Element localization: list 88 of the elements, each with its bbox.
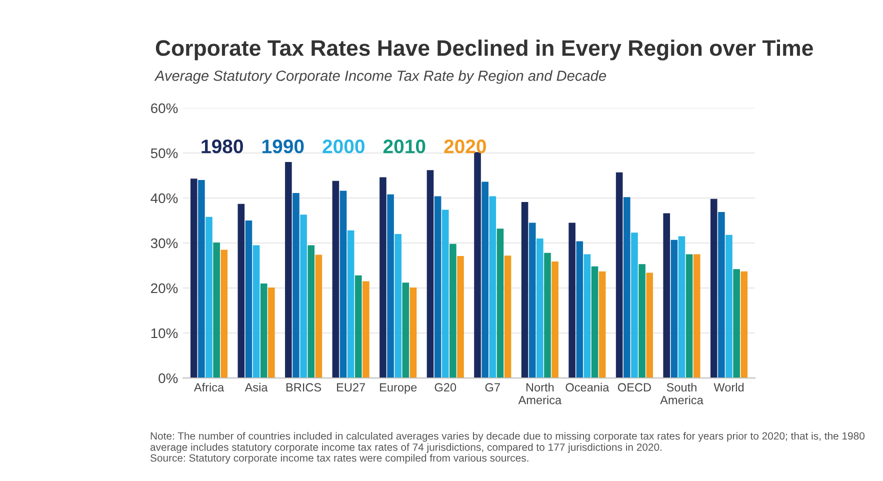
- bar: [631, 232, 638, 378]
- x-tick-label: G20: [434, 383, 456, 392]
- bar: [292, 193, 300, 378]
- bar: [616, 172, 623, 378]
- bar: [426, 170, 434, 378]
- bar: [245, 220, 252, 378]
- bar: [584, 254, 591, 378]
- bar: [521, 202, 528, 378]
- x-tick-label: BRICS: [286, 383, 322, 392]
- bar: [238, 204, 245, 378]
- source-note: Source: Statutory corporate income tax rates were compiled from various sources.: [150, 454, 528, 464]
- x-tick-label: Oceania: [566, 382, 610, 392]
- text: 2020: [444, 140, 486, 154]
- bar: [544, 252, 551, 378]
- bar: [638, 264, 646, 378]
- x-tick-label: G7: [485, 383, 500, 392]
- bar: [504, 256, 512, 378]
- y-tick-label: 30%: [150, 238, 178, 248]
- bar: [598, 271, 606, 378]
- bar: [387, 194, 394, 378]
- bar: [482, 182, 488, 378]
- bar: [686, 254, 693, 378]
- bar: [576, 241, 584, 378]
- y-tick-label: 60%: [151, 103, 178, 114]
- bar: [733, 269, 740, 378]
- bar: [252, 245, 260, 378]
- bar: [332, 180, 340, 378]
- bar: [260, 284, 268, 378]
- bar: [198, 180, 205, 378]
- bar: [315, 254, 322, 378]
- bar: [340, 190, 347, 378]
- bar: [536, 238, 544, 378]
- x-tick-label: South America: [660, 382, 704, 404]
- bar: [394, 234, 402, 378]
- bar: [740, 271, 748, 378]
- x-tick-label: Africa: [194, 382, 224, 392]
- text: Note: The number of countries included in calculated averages varies by decade due to missing corporate tax rates for years prior to 2020; that is, the 1980 average includes statutory corporate income tax rates of 74 jurisdictions, compared to 177 jurisdictions in 2020.: [150, 432, 865, 453]
- bar: [496, 228, 504, 378]
- y-tick-label: 50%: [150, 148, 178, 158]
- x-tick-label: OECD: [618, 383, 651, 392]
- bar: [646, 272, 653, 378]
- x-tick-label: Europe: [380, 383, 417, 394]
- bar: [410, 288, 417, 378]
- bar: [623, 197, 630, 378]
- chart-title: Corporate Tax Rates Have Declined in Every Region over Time: [156, 40, 813, 60]
- x-tick-label: World: [714, 382, 744, 392]
- bar: [354, 275, 362, 378]
- text: 2000: [322, 140, 364, 154]
- bar: [568, 222, 576, 378]
- bar: [206, 216, 212, 378]
- series-label: 1980: [202, 140, 243, 154]
- bar: [220, 250, 228, 378]
- y-tick-label: 10%: [151, 328, 178, 338]
- text: 2010: [383, 140, 426, 154]
- bar: [591, 266, 598, 378]
- bar: [663, 213, 670, 378]
- bar: [528, 222, 536, 378]
- bar: [285, 162, 292, 378]
- bar: [308, 245, 315, 378]
- bar: [442, 210, 449, 378]
- bar: [213, 242, 220, 378]
- bar: [457, 256, 464, 378]
- bar: [347, 230, 354, 378]
- y-tick-label: 20%: [151, 283, 178, 294]
- bar: [450, 244, 456, 378]
- bar: [726, 234, 732, 378]
- bar: [710, 198, 718, 378]
- chart-subtitle: Average Statutory Corporate Income Tax Rate by Region and Decade: [154, 70, 606, 84]
- bar: [474, 152, 481, 378]
- bar: [678, 236, 686, 378]
- y-tick-label: 0%: [158, 373, 178, 384]
- bar: [362, 281, 370, 378]
- bar: [693, 254, 700, 378]
- bar: [190, 178, 198, 378]
- bar: [552, 261, 558, 378]
- bar: [402, 282, 410, 378]
- y-tick-label: 40%: [150, 193, 178, 204]
- bar: [434, 196, 442, 378]
- bar: [718, 212, 725, 378]
- x-tick-label: EU27: [337, 383, 365, 392]
- bar: [489, 196, 496, 378]
- bar: [670, 240, 678, 378]
- bar: [300, 214, 307, 378]
- text: 1990: [262, 140, 304, 154]
- x-tick-label: North America: [518, 382, 562, 404]
- x-tick-label: Asia: [244, 382, 268, 392]
- bar: [380, 177, 386, 378]
- bar: [268, 288, 275, 378]
